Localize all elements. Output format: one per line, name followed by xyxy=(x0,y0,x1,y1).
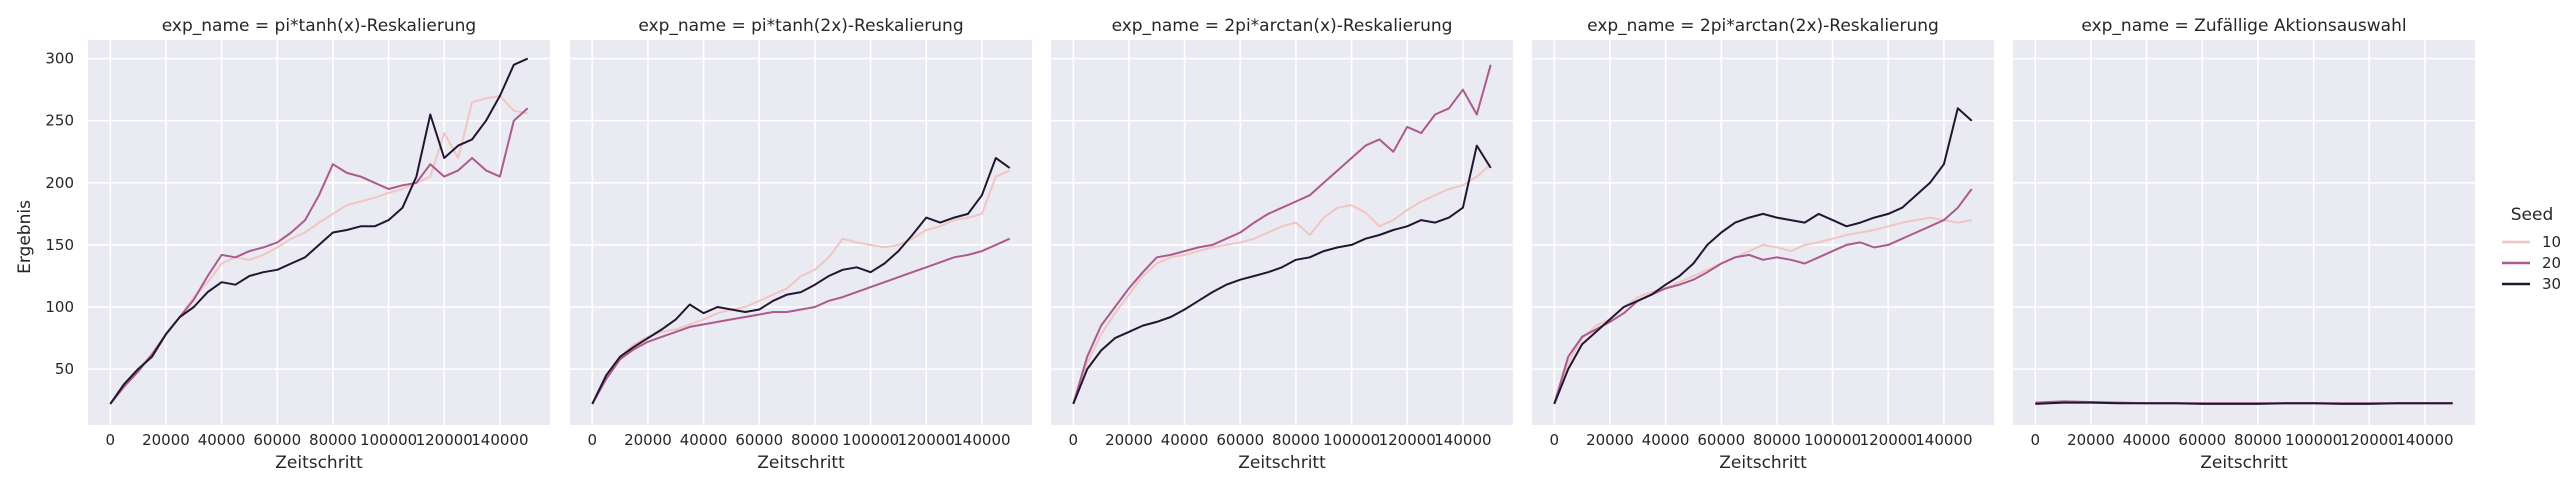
x-tick-label: 20000 xyxy=(142,431,190,449)
y-tick-label: 150 xyxy=(45,236,74,254)
x-tick-label: 100000 xyxy=(1804,431,1861,449)
x-tick-label: 0 xyxy=(1068,431,1078,449)
x-tick-label: 40000 xyxy=(1642,431,1690,449)
x-tick-label: 20000 xyxy=(2067,431,2115,449)
x-tick-label: 60000 xyxy=(735,431,783,449)
y-tick-label: 50 xyxy=(55,360,74,378)
legend-entries: 10 20 30 xyxy=(2502,233,2561,293)
x-tick-label: 0 xyxy=(2030,431,2040,449)
panel-background xyxy=(2013,40,2475,425)
x-tick-label: 40000 xyxy=(198,431,246,449)
x-tick-label: 80000 xyxy=(791,431,839,449)
series-line-seed-10 xyxy=(591,169,1011,405)
x-tick-label: 80000 xyxy=(2234,431,2282,449)
y-axis-label: Ergebnis xyxy=(15,200,35,274)
y-tick-label: 200 xyxy=(45,174,74,192)
x-tick-label: 140000 xyxy=(2396,431,2453,449)
x-tick-label: 140000 xyxy=(953,431,1010,449)
panel-title: exp_name = Zufällige Aktionsauswahl xyxy=(2081,16,2406,36)
legend-title: Seed xyxy=(2511,205,2554,225)
x-tick-label: 60000 xyxy=(2178,431,2226,449)
panel-background xyxy=(1051,40,1513,425)
x-tick-label: 120000 xyxy=(1379,431,1436,449)
series-line-seed-10 xyxy=(1072,163,1492,405)
x-tick-label: 60000 xyxy=(1697,431,1745,449)
x-axis-label: Zeitschritt xyxy=(757,453,845,473)
x-tick-label: 40000 xyxy=(2123,431,2171,449)
x-tick-label: 0 xyxy=(1549,431,1559,449)
y-tick-label: 250 xyxy=(45,112,74,130)
panel-title: exp_name = 2pi*arctan(x)-Reskalierung xyxy=(1112,16,1453,36)
x-tick-label: 0 xyxy=(105,431,115,449)
x-tick-label: 40000 xyxy=(1161,431,1209,449)
x-tick-label: 40000 xyxy=(680,431,728,449)
x-tick-label: 20000 xyxy=(624,431,672,449)
series-line-seed-30 xyxy=(591,157,1011,405)
legend-label: 30 xyxy=(2542,275,2561,293)
x-tick-label: 100000 xyxy=(360,431,417,449)
x-tick-label: 120000 xyxy=(2341,431,2398,449)
x-tick-label: 60000 xyxy=(253,431,301,449)
x-tick-label: 20000 xyxy=(1586,431,1634,449)
x-axis-label: Zeitschritt xyxy=(275,453,363,473)
y-tick-label: 300 xyxy=(45,50,74,68)
panel-background xyxy=(570,40,1032,425)
x-tick-label: 80000 xyxy=(1272,431,1320,449)
x-tick-label: 20000 xyxy=(1105,431,1153,449)
series-line-seed-30 xyxy=(1553,107,1973,405)
x-tick-label: 100000 xyxy=(2285,431,2342,449)
x-tick-label: 120000 xyxy=(416,431,473,449)
series-line-seed-30 xyxy=(109,57,529,405)
series-line-seed-20 xyxy=(591,237,1011,405)
panel-5: exp_name = Zufällige Aktionsauswahl 0 2000… xyxy=(2013,16,2475,473)
x-tick-label: 60000 xyxy=(1216,431,1264,449)
panel-4: exp_name = 2pi*arctan(2x)-Reskalierung 0 2… xyxy=(1532,16,1994,473)
legend-label: 20 xyxy=(2542,254,2561,272)
x-tick-label: 80000 xyxy=(309,431,357,449)
series-line-seed-30 xyxy=(1072,144,1492,405)
x-tick-label: 100000 xyxy=(1323,431,1380,449)
x-tick-label: 120000 xyxy=(898,431,955,449)
x-tick-label: 140000 xyxy=(1434,431,1491,449)
panel-title: exp_name = 2pi*arctan(2x)-Reskalierung xyxy=(1587,16,1939,36)
x-tick-label: 0 xyxy=(587,431,597,449)
panel-title: exp_name = pi*tanh(x)-Reskalierung xyxy=(162,16,476,36)
panel-1: exp_name = pi*tanh(x)-Reskalierung 0 20000… xyxy=(45,16,550,473)
panel-3: exp_name = 2pi*arctan(x)-Reskalierung 0 20… xyxy=(1051,16,1513,473)
x-tick-label: 80000 xyxy=(1753,431,1801,449)
series-line-seed-30 xyxy=(2035,401,2453,405)
series-line-seed-20 xyxy=(1072,64,1492,405)
panel-background xyxy=(88,40,550,425)
x-tick-label: 140000 xyxy=(1915,431,1972,449)
panel-background xyxy=(1532,40,1994,425)
x-axis-label: Zeitschritt xyxy=(1238,453,1326,473)
panel-title: exp_name = pi*tanh(2x)-Reskalierung xyxy=(638,16,963,36)
x-tick-label: 140000 xyxy=(471,431,528,449)
y-tick-label: 100 xyxy=(45,298,74,316)
legend: Seed 10 20 30 xyxy=(2502,205,2561,293)
x-tick-label: 100000 xyxy=(842,431,899,449)
series-line-seed-20 xyxy=(1553,188,1973,405)
panel-2: exp_name = pi*tanh(2x)-Reskalierung 0 2000… xyxy=(570,16,1032,473)
x-tick-label: 120000 xyxy=(1860,431,1917,449)
legend-label: 10 xyxy=(2542,233,2561,251)
x-axis-label: Zeitschritt xyxy=(1719,453,1807,473)
x-axis-label: Zeitschritt xyxy=(2200,453,2288,473)
